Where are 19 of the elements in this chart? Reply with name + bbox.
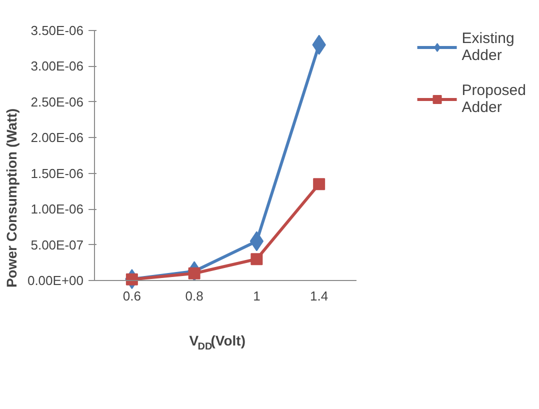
y-tick-label: 3.00E-06 (30, 58, 84, 74)
x-tick-label: 1.4 (310, 288, 328, 304)
y-tick-label: 1.00E-06 (30, 202, 84, 217)
point (313, 178, 326, 190)
x-tick-label: 0.6 (122, 288, 141, 304)
y-axis-title: Power Consumption (Watt) (3, 108, 20, 288)
point (250, 231, 264, 252)
y-tick-label: 0.00E+00 (27, 273, 84, 288)
legend-label: Existing Adder (462, 30, 514, 64)
point (250, 253, 263, 266)
y-tick-label: 2.50E-06 (30, 94, 84, 110)
legend-label: Proposed Adder (462, 82, 526, 116)
x-tick-label: 1 (253, 288, 260, 304)
y-tick-label: 3.50E-06 (30, 23, 84, 38)
x-tick-label: 0.8 (185, 288, 204, 304)
point (126, 273, 138, 286)
y-tick-label: 1.50E-06 (30, 166, 84, 181)
y-tick-label: 2.00E-06 (30, 130, 84, 146)
y-tick-label: 5.00E-07 (30, 237, 84, 252)
